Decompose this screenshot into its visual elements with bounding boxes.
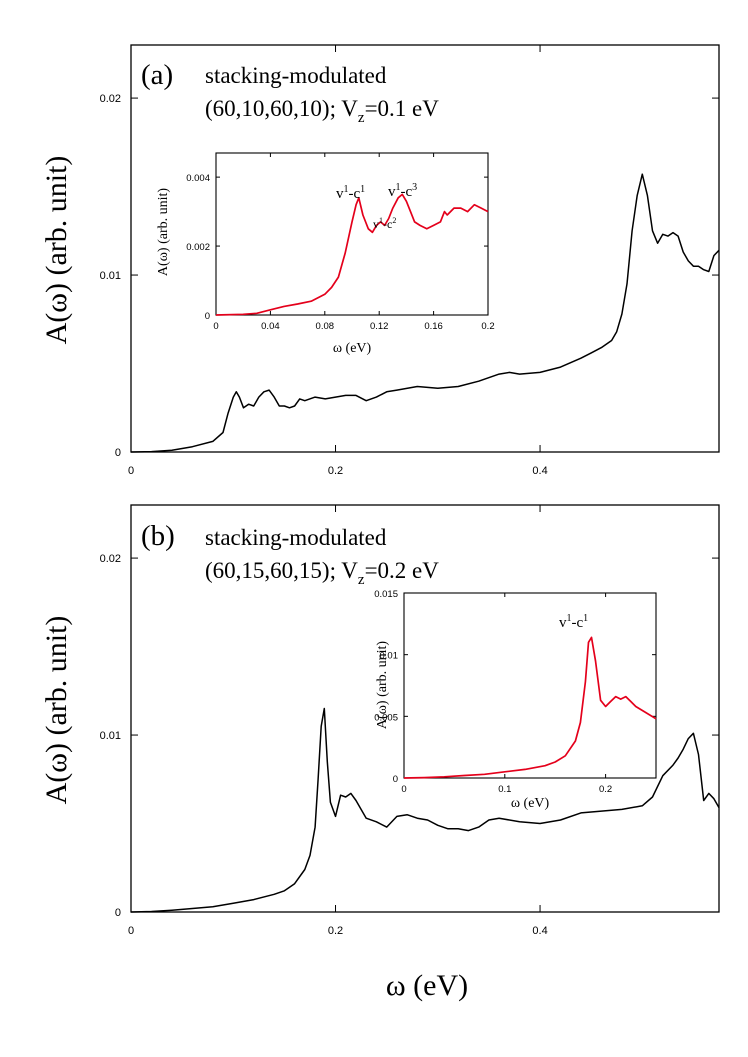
x-tick-label: 0.1 — [498, 784, 511, 795]
peak-label-v1-c1-b: v1-c1 — [559, 613, 588, 631]
x-tick-label: 0.04 — [261, 321, 280, 332]
x-tick-label: 0.2 — [328, 925, 343, 937]
panel-b-annotation-main: (60,15,60,15); V — [205, 558, 358, 583]
panel-b-inset-frame — [403, 592, 657, 779]
panel-b-frame — [130, 504, 720, 913]
y-tick-label: 0.015 — [374, 589, 398, 600]
panel-a-frame — [130, 44, 720, 453]
panel-b-label: (b) — [141, 520, 175, 552]
panel-a-inset-series-line — [215, 193, 489, 316]
y-tick-label: 0.005 — [374, 712, 398, 723]
panel-a-annotation-tail: =0.1 eV — [365, 96, 440, 121]
x-tick-label: 0.4 — [532, 465, 547, 477]
x-tick-label: 0.2 — [481, 321, 494, 332]
panel-a-series-line — [130, 173, 720, 453]
panel-a-inset-ylabel: A(ω) (arb. unit) — [156, 188, 171, 276]
panel-a-annotation-line2: (60,10,60,10); Vz=0.1 eV — [205, 96, 439, 126]
panel-b-annotation-line1: stacking-modulated — [205, 525, 387, 550]
y-tick-label: 0 — [115, 447, 121, 459]
panel-a-label: (a) — [141, 59, 173, 91]
x-tick-label: 0 — [401, 784, 406, 795]
panel-a-annotation-line1: stacking-modulated — [205, 63, 387, 88]
x-tick-label: 0 — [213, 321, 218, 332]
y-tick-label: 0.004 — [186, 173, 210, 184]
panel-a-annotation-subscript: z — [358, 110, 365, 126]
panel-b-inset-ylabel: A(ω) (arb. unit) — [375, 641, 390, 729]
x-tick-label: 0.2 — [328, 465, 343, 477]
y-tick-label: 0.01 — [100, 270, 121, 282]
y-tick-label: 0.02 — [100, 93, 121, 105]
panel-a-inset-frame — [215, 152, 489, 316]
y-tick-label: 0.01 — [380, 651, 399, 662]
x-tick-label: 0.12 — [370, 321, 389, 332]
x-tick-label: 0.16 — [424, 321, 443, 332]
panel-b-series-line — [130, 707, 720, 913]
y-tick-label: 0.01 — [100, 730, 121, 742]
y-tick-label: 0.002 — [186, 242, 210, 253]
x-tick-label: 0 — [128, 925, 134, 937]
peak-label-v1-c1: v1-c1 — [336, 184, 365, 202]
panel-a-inset: 0 0.04 0.08 0.12 0.16 0.2 0 0.002 0.004 A(ω) (ar… — [156, 152, 495, 356]
x-tick-label: 0 — [128, 465, 134, 477]
panel-a-inset-xlabel: ω (eV) — [333, 341, 372, 356]
panel-b-inset-xlabel: ω (eV) — [511, 796, 550, 811]
panel-a-ylabel: A(ω) (arb. unit) — [40, 156, 73, 345]
panel-b-annotation-line2: (60,15,60,15); Vz=0.2 eV — [205, 558, 439, 588]
peak-label-v1-c3: v1-c3 — [388, 182, 417, 200]
x-tick-label: 0.4 — [532, 925, 547, 937]
panel-b: 0 0.2 0.400.010.02 (b) stacking-modulated … — [40, 504, 720, 1002]
y-tick-label: 0 — [205, 311, 210, 322]
y-tick-label: 0 — [115, 907, 121, 919]
peak-label-v1-c2: v1-c2 — [373, 216, 396, 231]
panel-b-inset-series-line — [403, 636, 657, 779]
panel-a-inset-ticks: 0 0.04 0.08 0.12 0.16 0.2 0 0.002 0.004 — [186, 153, 495, 332]
panel-b-annotation-tail: =0.2 eV — [365, 558, 440, 583]
panel-a-annotation-main: (60,10,60,10); V — [205, 96, 358, 121]
x-tick-label: 0.08 — [316, 321, 335, 332]
panel-b-annotation-subscript: z — [358, 572, 365, 588]
panel-b-ticks: 0 0.2 0.4 0 0.01 0.02 — [100, 505, 719, 937]
x-tick-label: 0.2 — [599, 784, 612, 795]
panel-b-xlabel: ω (eV) — [386, 969, 468, 1002]
y-tick-label: 0.02 — [100, 553, 121, 565]
y-tick-label: 0 — [393, 774, 398, 785]
panel-a: 0 0.2 0.400.010.02 (a) stacking-modulated … — [40, 44, 720, 477]
panel-b-ylabel: A(ω) (arb. unit) — [40, 616, 73, 805]
